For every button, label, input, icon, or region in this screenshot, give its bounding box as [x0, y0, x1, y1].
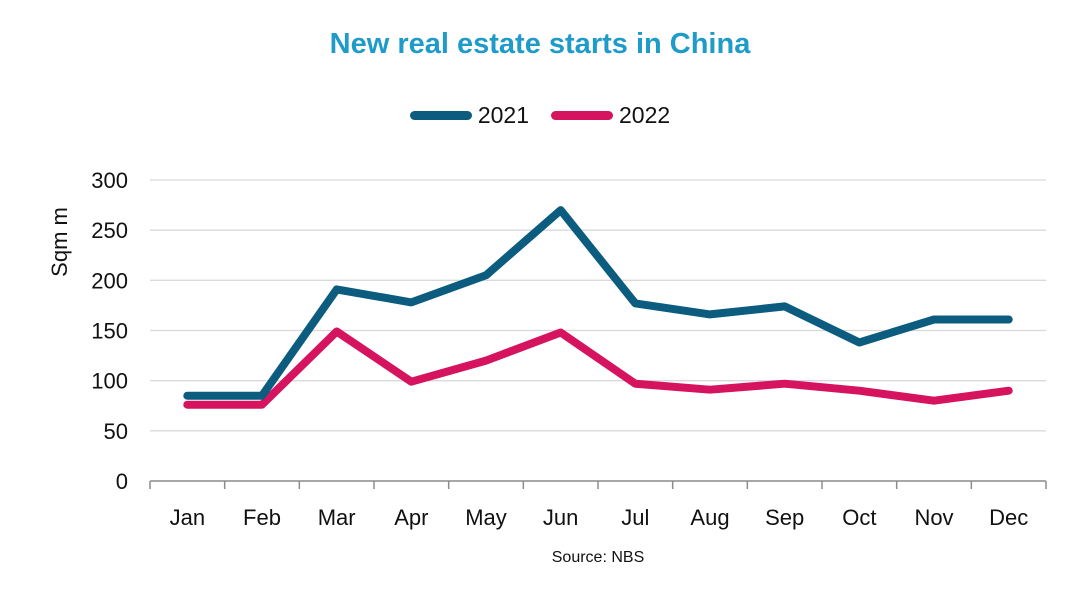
- y-tick-label: 250: [91, 218, 128, 243]
- x-tick-label: May: [465, 505, 507, 530]
- y-axis-ticks: 0 50 100 150 200 250 300: [91, 168, 128, 494]
- x-tick-label: Nov: [914, 505, 953, 530]
- chart-title: New real estate starts in China: [329, 28, 751, 60]
- legend-label-2022: 2022: [619, 102, 671, 128]
- legend-item-2021: 2021: [409, 102, 529, 129]
- x-tick-label: Oct: [842, 505, 876, 530]
- source-note: Source: NBS: [552, 549, 644, 566]
- legend-label-2021: 2021: [477, 102, 529, 128]
- x-tick-label: Sep: [765, 505, 804, 530]
- x-tick-label: Jul: [621, 505, 649, 530]
- x-tick-label: Jan: [170, 505, 205, 530]
- legend-swatch-2021: [409, 111, 472, 120]
- y-tick-label: 200: [91, 268, 128, 293]
- series-line-2022: [183, 327, 1013, 409]
- y-tick-label: 300: [91, 168, 128, 193]
- x-tick-label: Mar: [318, 505, 356, 530]
- y-tick-label: 150: [91, 319, 128, 344]
- legend-swatch-2022: [551, 111, 613, 120]
- y-axis-title: Sqm m: [47, 207, 72, 277]
- x-tick-label: Aug: [690, 505, 729, 530]
- gridlines: [150, 179, 1046, 432]
- legend: 2021 2022: [0, 102, 1080, 129]
- x-tick-label: Dec: [989, 505, 1028, 530]
- x-axis: Jan Feb Mar Apr May Jun Jul Aug Sep Oct Nov Dec: [149, 480, 1047, 530]
- series-lines: [183, 206, 1013, 409]
- x-tick-label: Apr: [394, 505, 428, 530]
- series-line-2021: [183, 206, 1013, 400]
- legend-item-2022: 2022: [551, 102, 670, 129]
- y-tick-label: 100: [91, 369, 128, 394]
- y-tick-label: 50: [104, 419, 128, 444]
- x-tick-label: Jun: [543, 505, 578, 530]
- x-tick-label: Feb: [243, 505, 281, 530]
- y-tick-label: 0: [116, 469, 128, 494]
